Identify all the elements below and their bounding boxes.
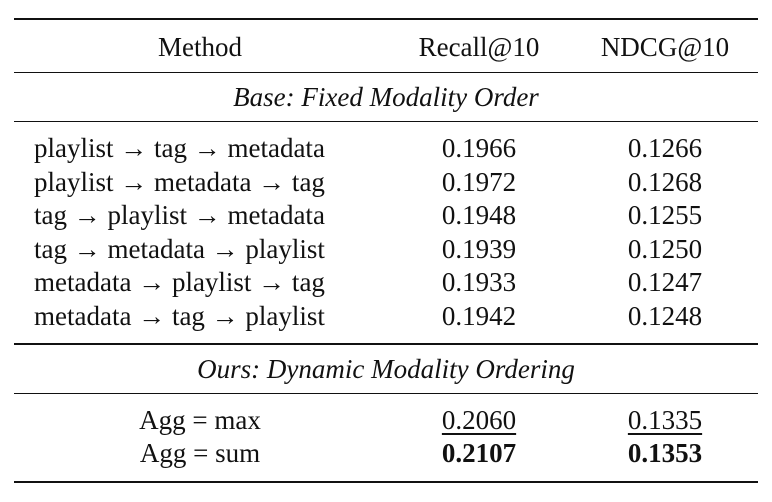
row-method: playlist → metadata → tag [34,166,325,197]
base-rows: playlist → tag → metadata 0.1966 0.1266 … [14,122,758,343]
row-recall: 0.1972 [441,166,517,197]
row-method: metadata → playlist → tag [34,267,325,298]
row-ndcg-second-best: 0.1335 [627,404,703,435]
table-row: playlist → metadata → tag 0.1972 0.1268 [14,166,758,200]
row-method: tag → metadata → playlist [34,233,325,264]
table-row: Agg = max 0.2060 0.1335 [14,404,758,438]
row-recall: 0.1942 [441,300,517,331]
row-recall: 0.1939 [441,233,517,264]
top-rule [14,18,758,20]
base-end-rule [14,343,758,345]
row-ndcg: 0.1255 [627,200,703,231]
row-ndcg-best: 0.1353 [627,438,703,469]
row-recall: 0.1933 [441,267,517,298]
row-recall: 0.1966 [441,133,517,164]
header-rule [14,72,758,74]
header-ndcg: NDCG@10 [600,32,730,62]
row-ndcg: 0.1248 [627,300,703,331]
table-row: metadata → playlist → tag 0.1933 0.1247 [14,266,758,300]
table-row: Agg = sum 0.2107 0.1353 [14,437,758,471]
results-table: Method Recall@10 NDCG@10 Base: Fixed Mod… [14,18,758,483]
table-row: metadata → tag → playlist 0.1942 0.1248 [14,300,758,334]
bottom-rule [14,480,758,483]
header-row: Method Recall@10 NDCG@10 [14,22,758,72]
ours-section-rule [14,392,758,394]
section-title-base: Base: Fixed Modality Order [233,82,539,113]
row-method: Agg = max [139,404,261,435]
header-recall: Recall@10 [418,32,540,62]
row-ndcg: 0.1266 [627,133,703,164]
row-recall-best: 0.2107 [441,438,517,469]
row-method: metadata → tag → playlist [34,300,325,331]
row-method: playlist → tag → metadata [34,133,325,164]
table-row: tag → playlist → metadata 0.1948 0.1255 [14,199,758,233]
ours-rows: Agg = max 0.2060 0.1335 Agg = sum 0.2107… [14,394,758,481]
row-ndcg: 0.1250 [627,233,703,264]
table-row: playlist → tag → metadata 0.1966 0.1266 [14,132,758,166]
section-title-ours: Ours: Dynamic Modality Ordering [197,353,575,384]
row-method: Agg = sum [139,438,261,469]
base-section-rule [14,121,758,123]
row-recall: 0.1948 [441,200,517,231]
row-method: tag → playlist → metadata [34,200,325,231]
row-ndcg: 0.1268 [627,166,703,197]
header-method: Method [158,32,242,62]
row-ndcg: 0.1247 [627,267,703,298]
table-row: tag → metadata → playlist 0.1939 0.1250 [14,233,758,267]
row-recall-second-best: 0.2060 [441,404,517,435]
